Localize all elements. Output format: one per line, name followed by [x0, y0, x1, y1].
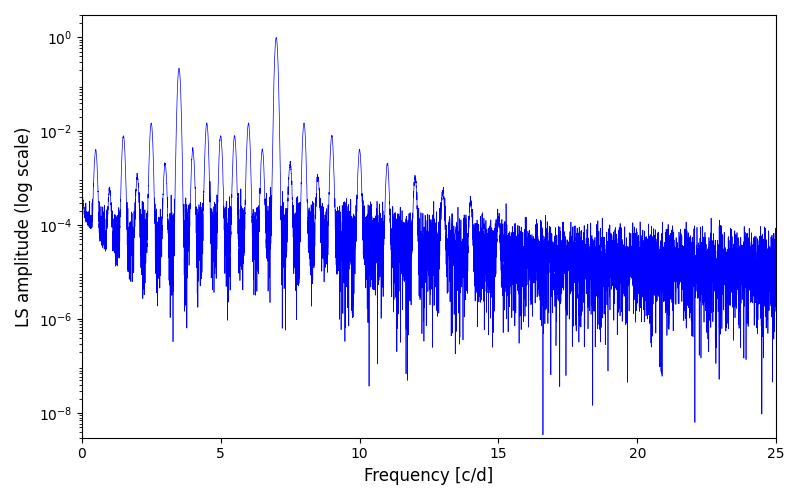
Y-axis label: LS amplitude (log scale): LS amplitude (log scale) [15, 126, 33, 326]
X-axis label: Frequency [c/d]: Frequency [c/d] [364, 467, 494, 485]
